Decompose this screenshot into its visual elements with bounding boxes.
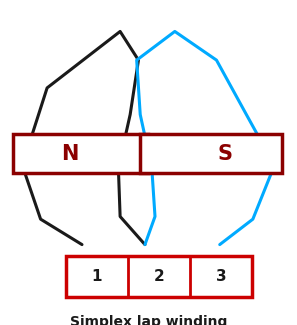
Text: Simplex lap winding: Simplex lap winding	[70, 315, 227, 325]
Bar	[12, 134, 148, 173]
Text: 1: 1	[91, 269, 102, 284]
Bar	[66, 255, 252, 297]
Text: N: N	[61, 144, 78, 163]
Text: S: S	[217, 144, 232, 163]
Text: 2: 2	[154, 269, 164, 284]
Text: 3: 3	[216, 269, 226, 284]
Bar	[140, 134, 282, 173]
